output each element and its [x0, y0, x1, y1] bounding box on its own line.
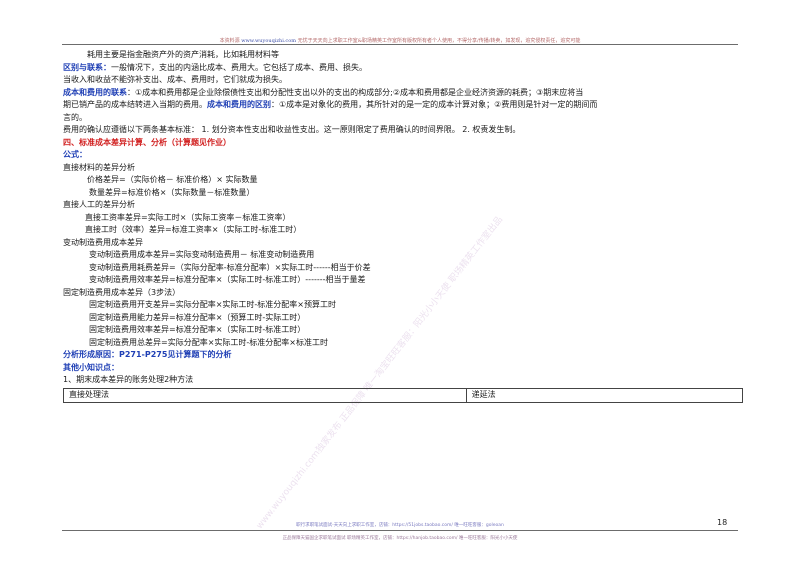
link-text: ：①成本和费用都是企业除偿债性支出和分配性支出以外的支出的构成部分;②成本和费用…	[127, 87, 584, 97]
methods-table: 直接处理法 递延法	[63, 387, 744, 403]
footer-line: 正品保障天猫国企求职笔试面试 职场精英工作室，店铺：https://hanjob…	[282, 536, 518, 541]
paragraph: 成本和费用的联系：①成本和费用都是企业除偿债性支出和分配性支出以外的支出的构成部…	[63, 87, 743, 100]
formula-line: 固定制造费用能力差异=标准分配率×（预算工时-实际工时）	[89, 312, 306, 322]
formula-line: 直接工时（效率）差异=标准工资率×（实际工时-标准工时）	[85, 225, 302, 234]
page-number: 18	[717, 518, 728, 527]
link-label: 成本和费用的联系	[63, 87, 127, 97]
distinct-text: ：①成本是对象化的费用，其所针对的是一定的成本计算对象；②费用则是针对一定的期间…	[271, 100, 598, 109]
distinct-label: 成本和费用的区别	[207, 100, 271, 109]
link-text-cont: 期已销产品的成本结转进入当期的费用。	[63, 100, 207, 109]
table-cell: 直接处理法	[63, 387, 467, 403]
formula-line: 变动制造费用成本差异=实际变动制造费用－ 标准变动制造费用	[89, 250, 315, 259]
header-text: 无忧于天天向上求职工作室&职场精英工作室所有版权所有者个人使用，不得分享/传播/…	[297, 38, 581, 44]
paragraph: 当收入和收益不能弥补支出、成本、费用时，它们就成为损失。	[63, 75, 287, 84]
table-row: 直接处理法 递延法	[63, 387, 744, 403]
formula-line: 固定制造费用总差异=实际分配率×实际工时-标准分配率×标准工时	[89, 337, 328, 347]
formula-line: 数量差异=标准价格×（实际数量－标准数量）	[89, 187, 255, 197]
paragraph: 言的。	[63, 112, 87, 122]
subsection-title: 固定制造费用成本差异（3步法）	[63, 287, 181, 297]
formula-line: 价格差异=（实际价格－ 标准价格）× 实际数量	[87, 175, 258, 184]
footer-line: 职行求职笔试面试-天天向上求职工作室，店铺：https://51jobs.tao…	[296, 523, 504, 528]
paragraph: 区别与联系：一般情况下，支出的内涵比成本、费用大。它包括了成本、费用、损失。	[63, 62, 743, 75]
paragraph: 耗用主要是指金融资产外的资产消耗，比如耗用材料等	[87, 50, 279, 59]
subsection-title: 变动制造费用成本差异	[63, 237, 143, 247]
diff-label: 区别与联系：	[63, 62, 111, 72]
footer-rule	[62, 530, 738, 531]
subsection-title: 直接人工的差异分析	[63, 200, 135, 209]
formula-line: 固定制造费用开支差异=实际分配率×实际工时-标准分配率×预算工时	[89, 300, 336, 309]
header-rule	[62, 44, 738, 45]
page-header: 本资料源 www.wuyouqizhi.com 无忧于天天向上求职工作室&职场精…	[40, 37, 760, 44]
formula-line: 变动制造费用效率差异=标准分配率×（实际工时-标准工时）-------相当于量差	[89, 275, 366, 284]
diff-text: 一般情况下，支出的内涵比成本、费用大。它包括了成本、费用、损失。	[111, 62, 367, 72]
paragraph: 费用的确认应遵循以下两条基本标准： 1. 划分资本性支出和收益性支出。这一原则限…	[63, 125, 521, 134]
header-url[interactable]: www.wuyouqizhi.com	[241, 38, 296, 44]
table-cell: 递延法	[465, 387, 744, 403]
other-title: 其他小知识点：	[63, 362, 119, 372]
paragraph: 期已销产品的成本结转进入当期的费用。成本和费用的区别：①成本是对象化的费用，其所…	[63, 99, 743, 112]
subsection-title: 直接材料的差异分析	[63, 162, 135, 172]
formula-line: 直接工资率差异=实际工时×（实际工资率－标准工资率）	[85, 212, 291, 222]
formula-line: 变动制造费用耗费差异=（实际分配率-标准分配率）×实际工时------相当于价差	[89, 262, 371, 272]
section-title: 四、标准成本差异计算、分析（计算题见作业）	[63, 137, 231, 147]
document-body: 耗用主要是指金融资产外的资产消耗，比如耗用材料等 区别与联系：一般情况下，支出的…	[63, 49, 744, 403]
formula-title: 公式：	[63, 150, 87, 159]
analysis-note: 分析形成原因：P271-P275见计算题下的分析	[63, 350, 232, 359]
list-item: 1、期末成本差异的账务处理2种方法	[63, 375, 194, 384]
header-prefix: 本资料源	[219, 38, 240, 44]
formula-line: 固定制造费用效率差异=标准分配率×（实际工时-标准工时）	[89, 325, 306, 334]
